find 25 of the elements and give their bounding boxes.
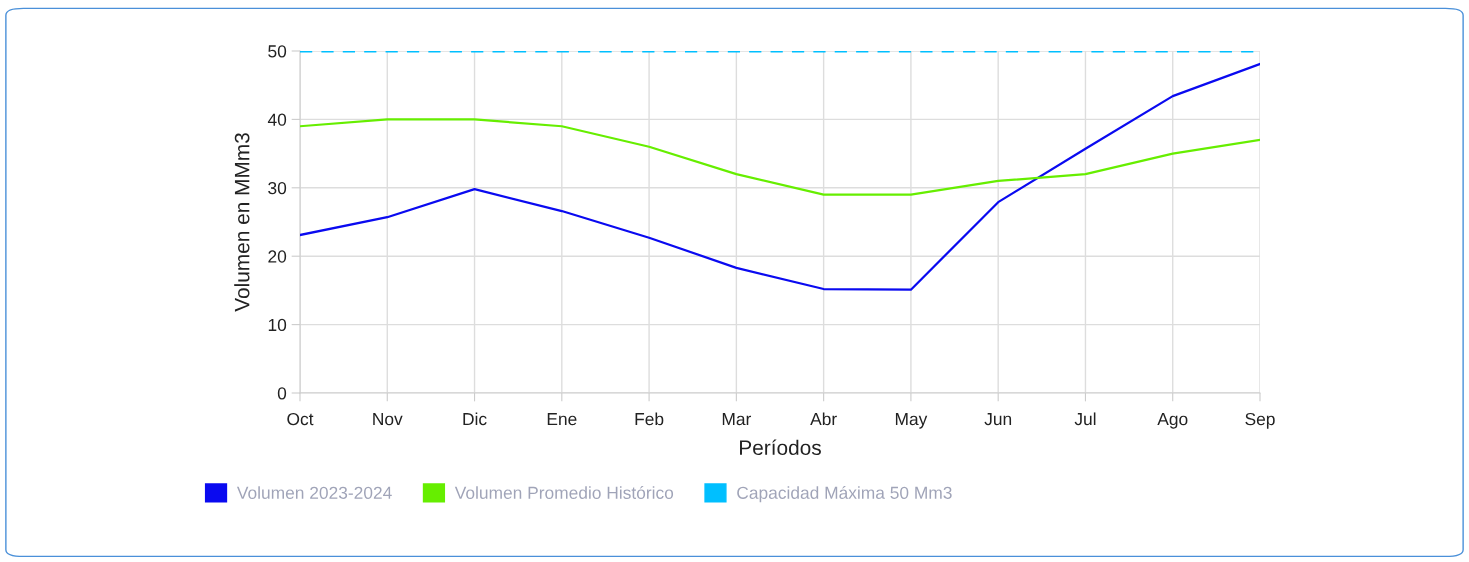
x-tick-label: Jun [984, 413, 1012, 426]
x-tick-label: Jul [1074, 412, 1096, 426]
x-tick-label: Sep [1245, 412, 1275, 429]
line-series [300, 62, 1260, 291]
y-tick-label: 40 [267, 113, 287, 126]
legend-label: Volumen Promedio Histórico [454, 485, 674, 499]
line-series [300, 118, 1260, 196]
x-tick-label: Feb [635, 412, 664, 426]
y-tick-label: 20 [268, 250, 287, 263]
y-axis-title: Volumen en MMm3 [234, 133, 250, 312]
x-tick-label: May [895, 413, 928, 429]
x-tick-label: Mar [722, 413, 752, 426]
x-tick-label: Nov [373, 413, 403, 426]
y-tick-label: 50 [268, 45, 287, 58]
legend-label: Volumen 2023-2024 [236, 486, 392, 499]
legend-label: Capacidad Máxima 50 Mm3 [737, 485, 952, 503]
y-tick-label: 10 [268, 318, 287, 332]
y-tick-label: 0 [277, 387, 287, 400]
x-tick-label: Oct [287, 412, 314, 426]
x-axis-title: Períodos [740, 439, 821, 456]
y-tick-label: 30 [268, 181, 287, 195]
x-tick-label: Ene [547, 413, 577, 426]
x-tick-label: Dic [463, 412, 487, 426]
x-tick-label: Abr [810, 412, 837, 426]
x-tick-label: Ago [1157, 413, 1188, 429]
